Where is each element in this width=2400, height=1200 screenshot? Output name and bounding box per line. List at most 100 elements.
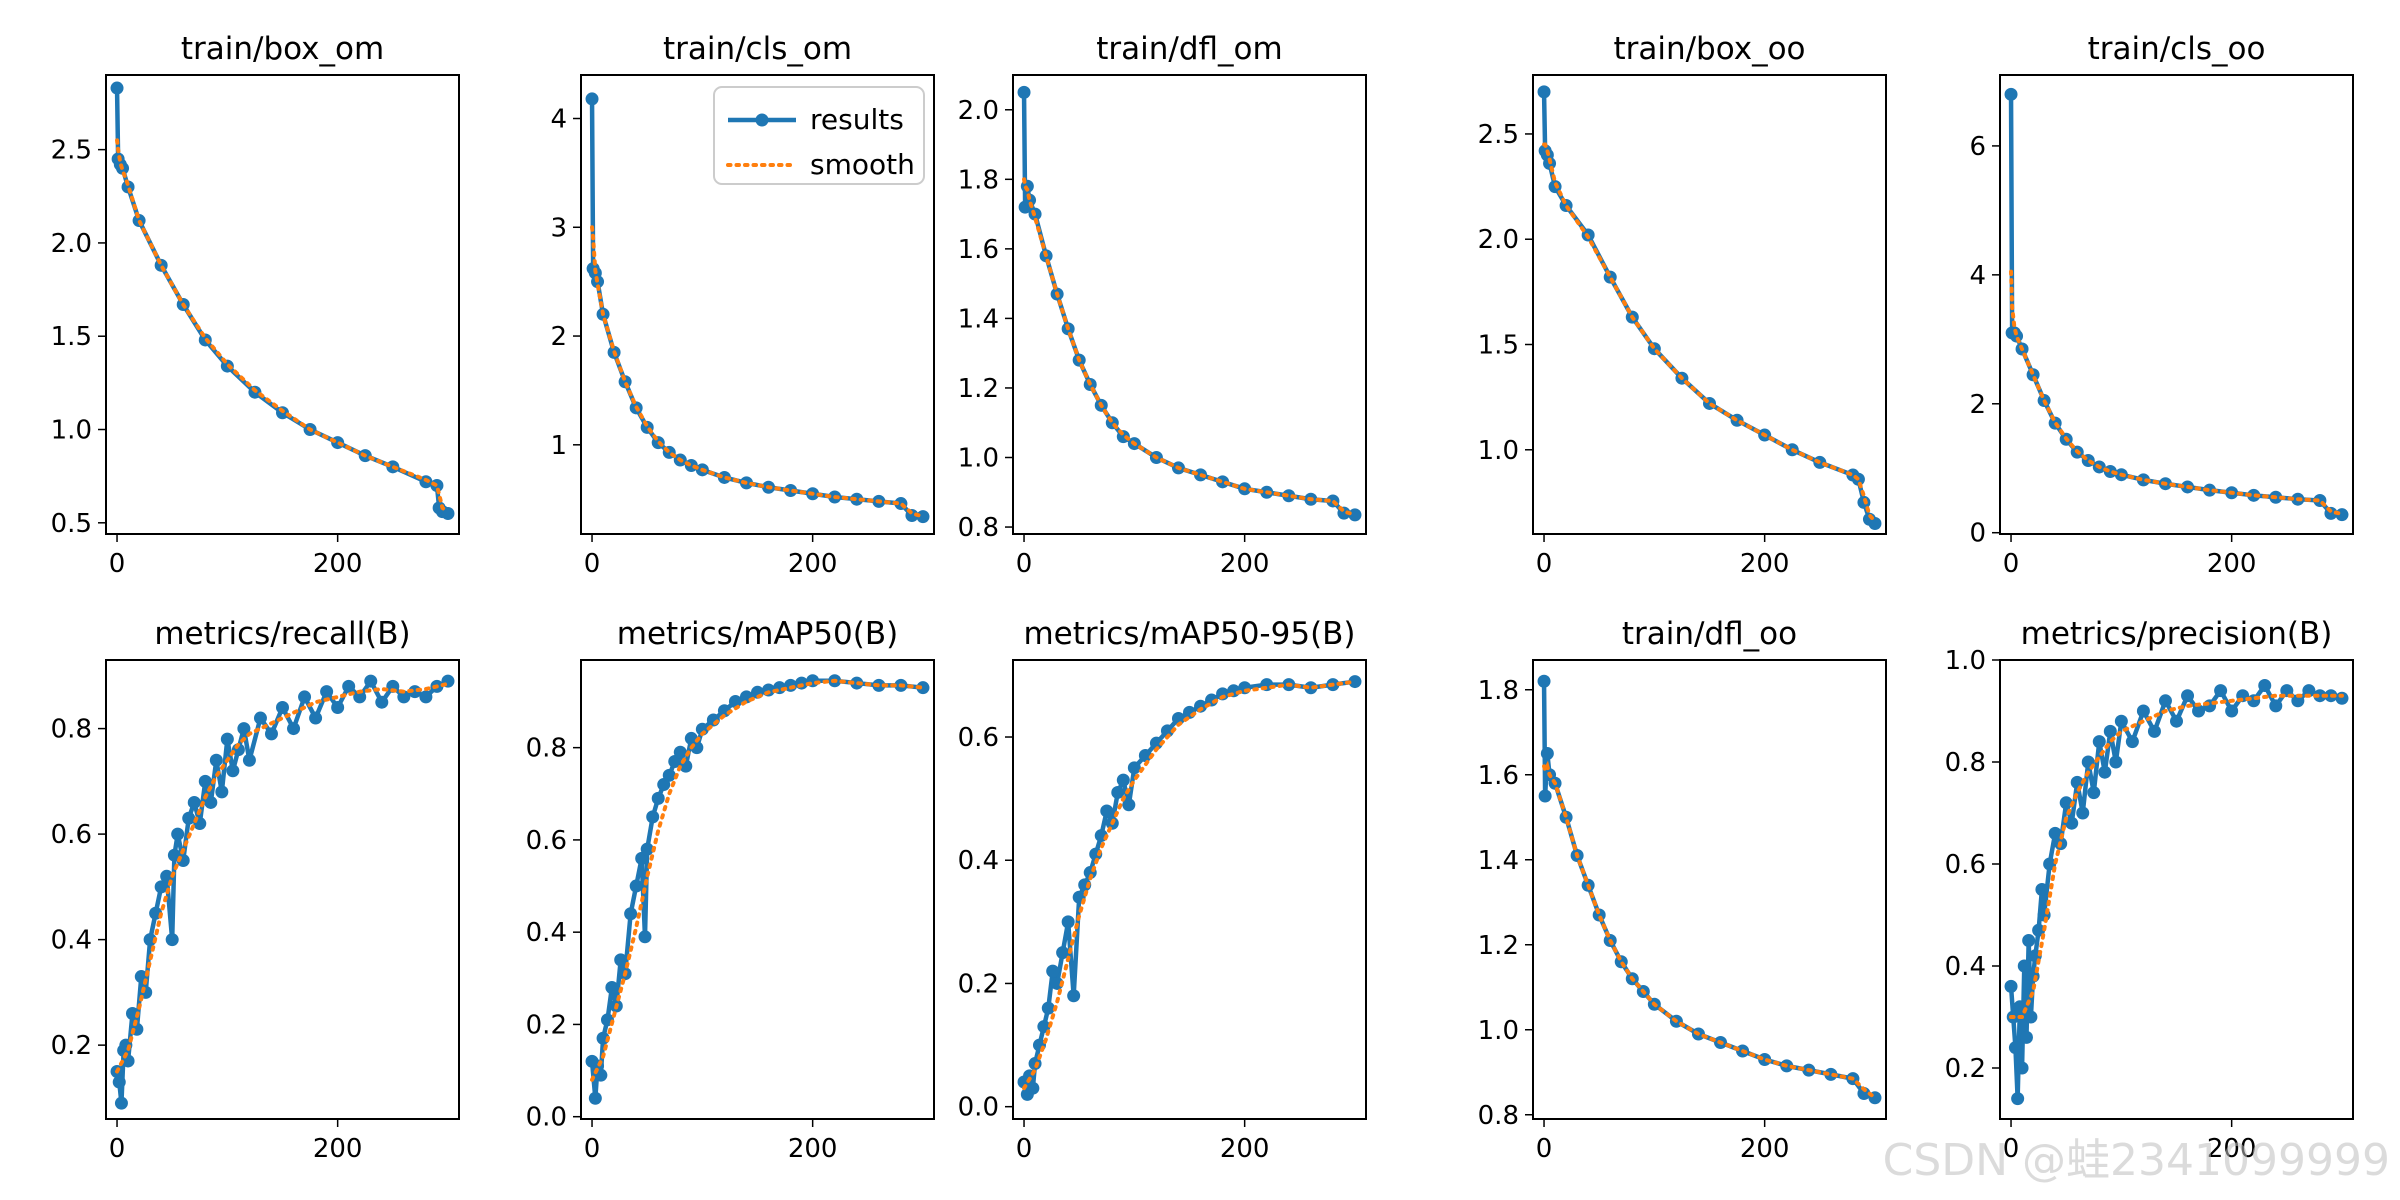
- results-point: [160, 869, 174, 883]
- results-point: [1138, 748, 1152, 762]
- plot-frame: [1012, 659, 1367, 1120]
- y-tick-label: 2: [550, 322, 567, 352]
- results-point: [717, 470, 731, 484]
- plot-frame: [580, 74, 935, 535]
- y-tick-label: 1.4: [958, 304, 999, 334]
- results-point: [1304, 681, 1318, 695]
- y-tick-label: 0.8: [526, 734, 567, 764]
- x-tick-label: 0: [2003, 1134, 2020, 1164]
- results-point: [1067, 989, 1081, 1003]
- subplot: train/box_om 0 200 0.5 1.0 1.5 2.0 2.5: [51, 31, 460, 579]
- results-line: [114, 85, 451, 516]
- results-point: [397, 690, 411, 704]
- results-point: [242, 753, 256, 767]
- x-tick-label: 200: [313, 1134, 363, 1164]
- plot-frame: [105, 74, 460, 535]
- results-point: [1282, 489, 1296, 503]
- results-point: [2024, 1010, 2038, 1024]
- results-point: [728, 695, 742, 709]
- results-point: [585, 92, 599, 106]
- smooth-line: [1022, 679, 1357, 1091]
- results-point: [237, 722, 251, 736]
- subplot: train/dfl_oo 0 200 0.8 1.0 1.2 1.4 1.6 1.8: [1478, 616, 1887, 1164]
- results-point: [298, 690, 312, 704]
- results-point: [110, 81, 124, 95]
- results-point: [2203, 483, 2217, 497]
- results-point: [1122, 798, 1136, 812]
- subplot: metrics/recall(B) 0 200 0.2 0.4 0.6 0.8: [51, 616, 460, 1164]
- subplot-title: metrics/recall(B): [154, 616, 410, 652]
- results-line: [1541, 89, 1878, 526]
- results-point: [2098, 765, 2112, 779]
- results-point: [353, 690, 367, 704]
- subplot: metrics/mAP50-95(B) 0 200 0.0 0.2 0.4 0.6: [958, 616, 1367, 1164]
- results-point: [2004, 979, 2018, 993]
- results-point: [165, 933, 179, 947]
- results-point: [375, 695, 389, 709]
- plot-frame: [1012, 74, 1367, 535]
- results-point: [1160, 724, 1174, 738]
- y-tick-label: 1.8: [958, 165, 999, 195]
- results-point: [1023, 193, 1037, 207]
- results-point: [309, 711, 323, 725]
- results-point: [2147, 724, 2161, 738]
- y-tick-label: 1: [550, 431, 567, 461]
- y-tick-label: 2: [1969, 390, 1986, 420]
- y-tick-label: 0: [1969, 519, 1986, 549]
- x-tick-label: 0: [1016, 1134, 1033, 1164]
- results-point: [1017, 85, 1031, 99]
- subplot-title: train/box_om: [181, 31, 384, 67]
- y-tick-label: 0.2: [958, 969, 999, 999]
- y-tick-label: 0.8: [51, 715, 92, 745]
- subplot-title: metrics/mAP50(B): [617, 616, 898, 652]
- y-tick-label: 0.6: [51, 820, 92, 850]
- results-point: [364, 674, 378, 688]
- results-point: [171, 827, 185, 841]
- results-point: [651, 791, 665, 805]
- results-line: [589, 678, 926, 1101]
- results-point: [419, 690, 433, 704]
- results-point: [1046, 964, 1060, 978]
- smooth-line: [115, 681, 450, 1074]
- results-point: [2125, 735, 2139, 749]
- x-tick-label: 200: [2207, 1134, 2257, 1164]
- y-tick-label: 0.0: [958, 1093, 999, 1123]
- results-point: [1050, 976, 1064, 990]
- plot-frame: [1999, 659, 2354, 1120]
- results-point: [916, 510, 930, 524]
- results-point: [226, 764, 240, 778]
- plot-frame: [1532, 74, 1887, 535]
- results-point: [1348, 508, 1362, 522]
- subplot: metrics/precision(B) 0 200 0.2 0.4 0.6 0.8 1.0: [1945, 616, 2354, 1164]
- y-tick-label: 1.0: [1478, 436, 1519, 466]
- legend: results smooth: [713, 86, 925, 185]
- results-point: [624, 907, 638, 921]
- y-tick-label: 0.4: [526, 918, 567, 948]
- x-tick-label: 200: [1740, 549, 1790, 579]
- results-point: [1149, 736, 1163, 750]
- subplot: train/dfl_om 0 200 0.8 1.0 1.2 1.4 1.6 1.8 2.0: [958, 31, 1367, 579]
- subplot-title: train/box_oo: [1613, 31, 1805, 67]
- results-point: [2109, 755, 2123, 769]
- y-tick-label: 0.8: [1478, 1101, 1519, 1131]
- results-point: [209, 753, 223, 767]
- x-tick-label: 200: [313, 549, 363, 579]
- subplot-title: train/dfl_oo: [1622, 616, 1797, 652]
- subplot-title: metrics/mAP50-95(B): [1023, 616, 1355, 652]
- results-point: [1116, 773, 1130, 787]
- subplot-title: train/dfl_om: [1096, 31, 1282, 67]
- y-tick-label: 1.5: [51, 322, 92, 352]
- results-point: [588, 1091, 602, 1105]
- results-point: [1171, 712, 1185, 726]
- results-point: [2192, 704, 2206, 718]
- results-point: [1028, 1057, 1042, 1071]
- y-tick-label: 0.4: [51, 926, 92, 956]
- results-point: [2170, 714, 2183, 728]
- results-line: [1021, 90, 1358, 518]
- results-point: [114, 1096, 128, 1110]
- results-point: [2092, 735, 2106, 749]
- y-tick-label: 1.0: [958, 444, 999, 474]
- y-tick-label: 4: [1969, 261, 1986, 291]
- results-point: [1041, 1001, 1055, 1015]
- results-point: [640, 842, 654, 856]
